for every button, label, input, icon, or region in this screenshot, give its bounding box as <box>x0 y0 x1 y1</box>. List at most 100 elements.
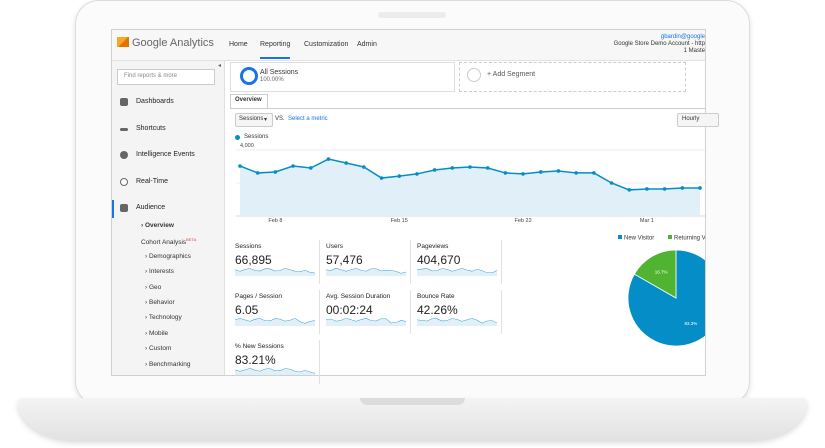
legend-label: Sessions <box>244 134 269 140</box>
point <box>238 164 242 168</box>
nav-item[interactable]: Intelligence Events <box>136 151 195 158</box>
sparkline-area <box>417 318 497 326</box>
nav-home[interactable]: Home <box>229 41 248 48</box>
segment-ring <box>240 67 258 85</box>
metric-box <box>324 290 411 334</box>
metric-dropdown[interactable] <box>235 113 273 127</box>
point <box>362 165 366 169</box>
header-bar <box>112 30 705 61</box>
point <box>308 166 313 170</box>
point <box>592 171 596 175</box>
nav-reporting[interactable]: Reporting <box>260 41 291 59</box>
tab-line <box>230 108 705 109</box>
sub-item[interactable]: Custom <box>145 345 171 352</box>
sparkline-area <box>235 318 315 326</box>
x-tick-label: Mar 1 <box>640 218 654 224</box>
tab[interactable] <box>230 94 268 109</box>
segment-name: All Sessions <box>260 69 299 76</box>
beta-badge: BETA <box>186 237 197 242</box>
point <box>468 165 472 169</box>
add-segment[interactable]: + Add Segment <box>487 71 536 78</box>
metric-box <box>233 290 320 334</box>
sub-item[interactable]: Geo <box>145 284 161 291</box>
nav-item[interactable]: Dashboards <box>136 98 174 105</box>
segment-share: 100.00% <box>260 77 284 83</box>
sub-label: Overview <box>144 222 174 229</box>
sidebar <box>112 61 225 375</box>
point <box>556 169 561 173</box>
point <box>627 188 632 192</box>
logo-icon <box>117 37 129 47</box>
metric-box <box>233 240 320 284</box>
point <box>415 172 419 176</box>
sub-item[interactable]: Technology <box>145 314 182 321</box>
search-box[interactable] <box>117 69 215 85</box>
pie-slice <box>633 249 677 299</box>
point <box>255 171 260 175</box>
metric-value: 404,670 <box>417 253 461 267</box>
sparkline-area <box>235 268 315 276</box>
x-tick-label: Feb 15 <box>391 218 408 224</box>
point <box>450 166 455 170</box>
account-email[interactable]: gbardin@google <box>660 34 705 40</box>
point <box>485 166 490 170</box>
point <box>397 174 402 178</box>
sub-item[interactable]: Interests <box>145 268 174 275</box>
metric-value: 6.05 <box>235 303 259 317</box>
nav-admin[interactable]: Admin <box>357 41 377 48</box>
point <box>432 168 437 172</box>
laptop-base <box>18 398 807 440</box>
collapse-arrow[interactable]: ◂ <box>218 63 222 69</box>
sub-item[interactable]: Behavior <box>145 299 175 306</box>
nav-customization[interactable]: Customization <box>304 41 349 48</box>
point <box>344 161 348 165</box>
product-name[interactable]: Google Analytics <box>132 37 214 49</box>
metric-name: Sessions <box>239 116 264 122</box>
point <box>291 164 295 168</box>
sub-item[interactable]: Cohort AnalysisBETA <box>141 237 196 246</box>
nav-item[interactable]: Audience <box>136 204 166 211</box>
point <box>273 170 278 174</box>
sub-item[interactable]: Benchmarking <box>145 361 191 368</box>
vs-label: VS. <box>275 116 285 122</box>
icon <box>120 178 128 186</box>
metric-box <box>415 240 502 284</box>
point <box>645 187 649 191</box>
legend-dot <box>235 135 240 140</box>
sparkline-area <box>417 268 497 276</box>
interval-button[interactable] <box>677 113 719 127</box>
legend-swatch <box>668 235 672 239</box>
point <box>521 172 525 176</box>
x-tick-label: Feb 8 <box>268 218 282 224</box>
legend-swatch <box>618 235 622 239</box>
point <box>698 186 702 190</box>
metric-value: 00:02:24 <box>326 303 373 317</box>
x-tick-label: Feb 22 <box>515 218 532 224</box>
nav-item[interactable]: Real-Time <box>136 178 169 185</box>
select-metric[interactable]: Select a metric <box>288 116 328 122</box>
segment-ring <box>467 68 481 82</box>
interval-label: Hourly <box>682 116 700 122</box>
account-view: 1 Maste <box>683 48 705 54</box>
laptop-notch <box>360 398 465 405</box>
metric-value: 66,895 <box>235 253 272 267</box>
metric-value: 42.26% <box>417 303 458 317</box>
nav-item[interactable]: Shortcuts <box>136 125 166 132</box>
icon <box>120 128 128 131</box>
icon <box>120 204 128 212</box>
sub-item[interactable]: Overview <box>141 222 174 229</box>
segment-active[interactable] <box>230 62 455 92</box>
metric-label: Sessions <box>235 243 262 250</box>
icon <box>120 151 128 159</box>
segment-add[interactable] <box>459 62 686 92</box>
dropdown-arrow: ▾ <box>264 117 268 123</box>
sub-item[interactable]: Mobile <box>145 330 168 337</box>
pie-label: 16.7% <box>655 269 668 274</box>
sub-item[interactable]: Demographics <box>145 253 191 260</box>
active-indicator <box>112 200 114 218</box>
pie-slice <box>627 249 705 347</box>
point <box>662 187 667 191</box>
metric-label: Users <box>326 243 343 250</box>
